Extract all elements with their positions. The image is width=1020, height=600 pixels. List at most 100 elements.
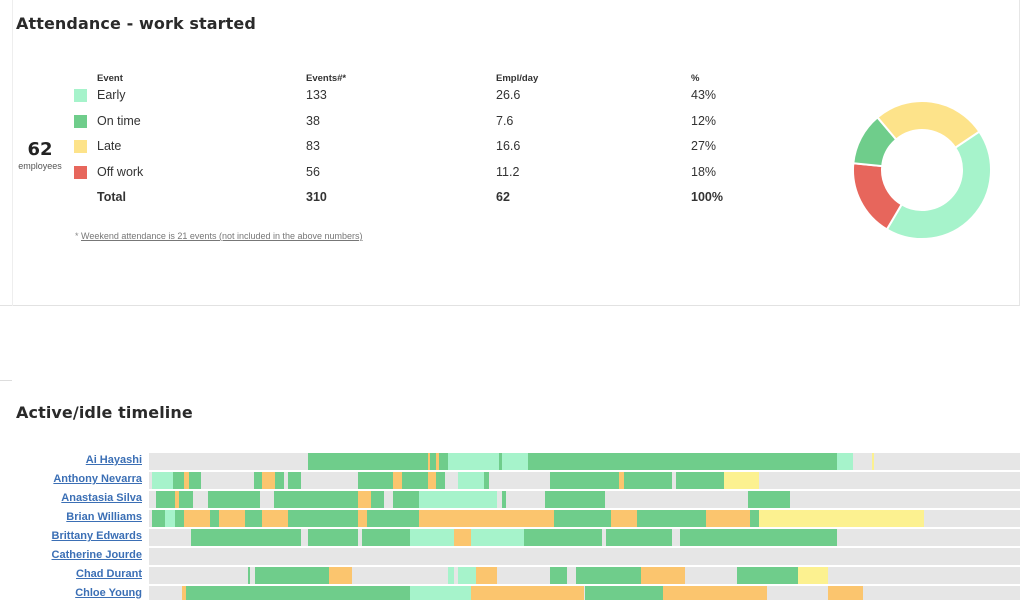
timeline-segment-idle[interactable]: [619, 472, 624, 489]
timeline-segment-idle[interactable]: [662, 586, 681, 600]
timeline-segment-active[interactable]: [307, 453, 428, 470]
timeline-segment-active[interactable]: [499, 453, 502, 470]
timeline-segment-active[interactable]: [173, 472, 184, 489]
timeline-segment-active[interactable]: [288, 472, 302, 489]
timeline-segment-idle[interactable]: [182, 586, 186, 600]
timeline-segment-idle[interactable]: [262, 510, 289, 527]
timeline-segment-active[interactable]: [366, 510, 419, 527]
timeline-segment-active[interactable]: [484, 472, 489, 489]
timeline-segment-active[interactable]: [273, 491, 359, 508]
timeline-segment-active[interactable]: [623, 472, 672, 489]
timeline-segment-idle[interactable]: [175, 491, 180, 508]
employee-name-link[interactable]: Brittany Edwards: [51, 530, 142, 542]
timeline-segment-idle[interactable]: [436, 453, 440, 470]
timeline-segment-idle[interactable]: [183, 472, 190, 489]
timeline-segment-active[interactable]: [554, 510, 611, 527]
timeline-segment-active[interactable]: [189, 472, 202, 489]
timeline-segment-active[interactable]: [185, 586, 202, 600]
timeline-segment-light[interactable]: [458, 472, 485, 489]
timeline-segment-light[interactable]: [151, 472, 174, 489]
timeline-segment-active[interactable]: [175, 510, 184, 527]
timeline-segment-active[interactable]: [584, 586, 663, 600]
timeline-segment-active[interactable]: [545, 491, 605, 508]
timeline-segment-pale[interactable]: [723, 472, 759, 489]
timeline-segment-active[interactable]: [636, 510, 707, 527]
timeline-segment-active[interactable]: [151, 510, 165, 527]
timeline-segment-idle[interactable]: [218, 510, 245, 527]
employee-name-link[interactable]: Catherine Jourde: [51, 549, 142, 561]
timeline-segment-light[interactable]: [837, 453, 853, 470]
timeline-segment-idle[interactable]: [706, 510, 750, 527]
employee-name-link[interactable]: Anastasia Silva: [61, 492, 142, 504]
timeline-segment-idle[interactable]: [419, 510, 554, 527]
timeline-segment-active[interactable]: [179, 491, 193, 508]
timeline-segment-active[interactable]: [606, 529, 672, 546]
timeline-segment-active[interactable]: [549, 472, 620, 489]
timeline-segment-light[interactable]: [501, 453, 528, 470]
timeline-segment-light[interactable]: [447, 453, 500, 470]
timeline-segment-idle[interactable]: [262, 472, 276, 489]
employee-name-link[interactable]: Anthony Nevarra: [53, 473, 142, 485]
timeline-segment-active[interactable]: [288, 510, 359, 527]
timeline-segment-idle[interactable]: [610, 510, 637, 527]
timeline-segment-active[interactable]: [201, 586, 411, 600]
timeline-segment-active[interactable]: [439, 453, 448, 470]
timeline-segment-light[interactable]: [410, 586, 472, 600]
timeline-segment-active[interactable]: [270, 567, 302, 584]
timeline-segment-idle[interactable]: [392, 472, 402, 489]
timeline-segment-idle[interactable]: [471, 586, 585, 600]
timeline-segment-idle[interactable]: [828, 586, 864, 600]
timeline-segment-idle[interactable]: [358, 491, 372, 508]
timeline-segment-active[interactable]: [575, 567, 642, 584]
timeline-segment-active[interactable]: [248, 567, 251, 584]
timeline-segment-idle[interactable]: [329, 567, 352, 584]
donut-slice-late[interactable]: [876, 101, 981, 150]
timeline-segment-active[interactable]: [208, 491, 261, 508]
timeline-segment-idle[interactable]: [475, 567, 498, 584]
timeline-segment-active[interactable]: [155, 491, 176, 508]
timeline-segment-active[interactable]: [392, 491, 419, 508]
timeline-segment-light[interactable]: [471, 529, 524, 546]
timeline-segment-active[interactable]: [255, 567, 271, 584]
timeline-segment-light[interactable]: [447, 567, 454, 584]
timeline-segment-active[interactable]: [301, 567, 330, 584]
timeline-segment-idle[interactable]: [427, 453, 431, 470]
timeline-segment-active[interactable]: [209, 510, 219, 527]
timeline-segment-active[interactable]: [680, 529, 838, 546]
timeline-segment-active[interactable]: [436, 472, 446, 489]
timeline-segment-active[interactable]: [748, 491, 791, 508]
timeline-segment-active[interactable]: [430, 453, 437, 470]
employee-name-link[interactable]: Chad Durant: [76, 568, 142, 580]
timeline-segment-idle[interactable]: [427, 472, 437, 489]
timeline-segment-active[interactable]: [401, 472, 428, 489]
weekend-attendance-link[interactable]: Weekend attendance is 21 events (not inc…: [81, 231, 363, 241]
timeline-segment-active[interactable]: [190, 529, 302, 546]
timeline-segment-idle[interactable]: [358, 510, 367, 527]
timeline-segment-idle[interactable]: [183, 510, 210, 527]
timeline-segment-light[interactable]: [410, 529, 454, 546]
timeline-segment-active[interactable]: [523, 529, 602, 546]
timeline-segment-active[interactable]: [527, 453, 838, 470]
timeline-segment-idle[interactable]: [641, 567, 685, 584]
timeline-segment-active[interactable]: [244, 510, 263, 527]
employee-name-link[interactable]: Chloe Young: [75, 587, 142, 599]
timeline-segment-active[interactable]: [358, 472, 393, 489]
timeline-segment-active[interactable]: [501, 491, 507, 508]
timeline-segment-active[interactable]: [362, 529, 411, 546]
timeline-segment-active[interactable]: [736, 567, 798, 584]
timeline-segment-light[interactable]: [164, 510, 176, 527]
timeline-segment-active[interactable]: [371, 491, 385, 508]
timeline-segment-pale[interactable]: [797, 567, 829, 584]
employee-name-link[interactable]: Brian Williams: [66, 511, 142, 523]
timeline-segment-pale[interactable]: [871, 453, 874, 470]
timeline-segment-active[interactable]: [253, 472, 263, 489]
timeline-segment-pale[interactable]: [758, 510, 925, 527]
timeline-segment-idle[interactable]: [680, 586, 768, 600]
timeline-segment-active[interactable]: [675, 472, 724, 489]
donut-slice-early[interactable]: [885, 130, 992, 239]
timeline-segment-idle[interactable]: [453, 529, 472, 546]
timeline-segment-active[interactable]: [307, 529, 359, 546]
timeline-segment-active[interactable]: [549, 567, 568, 584]
employee-name-link[interactable]: Ai Hayashi: [85, 454, 142, 466]
timeline-segment-active[interactable]: [275, 472, 284, 489]
